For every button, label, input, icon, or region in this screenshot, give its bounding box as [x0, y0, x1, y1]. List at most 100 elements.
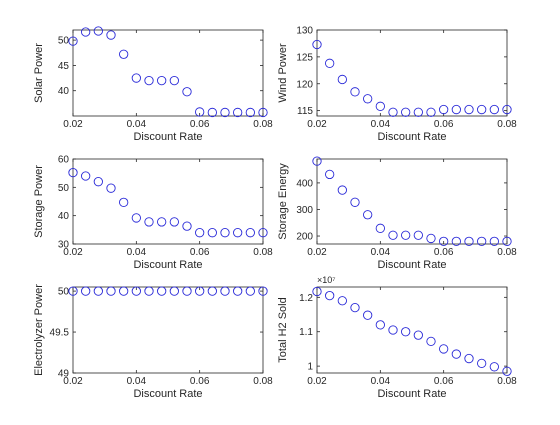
data-point	[245, 228, 255, 238]
x-tick-label: 0.08	[497, 247, 517, 258]
data-point	[375, 101, 385, 111]
data-point	[439, 104, 449, 115]
x-axis-label: Discount Rate	[377, 131, 446, 143]
data-point	[502, 366, 512, 376]
x-tick-label: 0.04	[127, 247, 147, 258]
data-point	[439, 236, 449, 246]
data-point	[477, 358, 487, 369]
y-axis-label: Solar Power	[33, 43, 45, 103]
data-point	[451, 236, 461, 246]
data-point	[388, 230, 398, 240]
data-point	[182, 87, 192, 97]
data-point	[401, 230, 411, 240]
data-point	[350, 87, 360, 97]
data-point	[119, 197, 129, 208]
data-point	[81, 27, 91, 37]
x-axis-label: Discount Rate	[133, 388, 202, 400]
y-tick-label: 40	[58, 211, 70, 222]
y-tick-label: 50	[58, 183, 70, 194]
axes-box	[72, 286, 264, 374]
y-tick-label: 400	[296, 178, 313, 189]
y-tick-label: 1.1	[299, 327, 313, 338]
data-point	[93, 26, 103, 36]
data-point	[119, 49, 129, 59]
data-point	[131, 213, 141, 223]
x-tick-label: 0.06	[190, 247, 210, 258]
x-tick-label: 0.02	[63, 376, 83, 387]
axes-box	[316, 29, 508, 117]
data-point	[312, 286, 322, 297]
data-point	[207, 228, 217, 238]
data-point	[489, 104, 499, 115]
data-point	[489, 362, 499, 372]
data-point	[68, 167, 78, 178]
data-point	[312, 156, 322, 166]
subplot-4: 0.02 0.04 0.06 0.08 200 300 400 Discount Rate St…	[277, 156, 517, 271]
data-point	[477, 236, 487, 246]
y-tick-label: 200	[296, 232, 313, 243]
data-point	[93, 286, 103, 296]
data-point	[426, 107, 436, 117]
y-tick-label: 40	[58, 86, 70, 97]
data-point	[106, 286, 116, 296]
x-tick-label: 0.02	[63, 247, 83, 258]
data-point	[426, 233, 436, 244]
data-point	[182, 221, 192, 231]
data-point	[106, 30, 116, 40]
y-axis-label: Storage Power	[33, 165, 45, 238]
data-point	[375, 320, 385, 330]
data-point	[106, 183, 116, 193]
data-point	[144, 75, 154, 86]
data-point	[350, 197, 360, 207]
y-tick-label: 49	[58, 369, 70, 380]
axes-box	[72, 29, 264, 117]
x-tick-label: 0.06	[190, 119, 210, 130]
data-point	[350, 302, 360, 313]
data-point	[195, 228, 205, 238]
x-tick-label: 0.06	[434, 247, 454, 258]
data-point	[401, 327, 411, 337]
x-axis-label: Discount Rate	[133, 131, 202, 143]
data-point	[220, 107, 230, 118]
subplot-1: 0.02 0.04 0.06 0.08 40 45 50 Discount Rate Solar…	[33, 26, 273, 143]
x-tick-label: 0.02	[307, 247, 327, 258]
data-point	[258, 286, 268, 296]
x-tick-label: 0.06	[434, 119, 454, 130]
data-point	[81, 171, 91, 181]
x-tick-label: 0.06	[434, 376, 454, 387]
data-point	[502, 104, 512, 115]
y-tick-label: 300	[296, 205, 313, 216]
data-point	[169, 286, 179, 296]
data-point	[131, 286, 141, 296]
data-point	[439, 344, 449, 354]
x-tick-label: 0.04	[371, 376, 391, 387]
data-point	[119, 286, 129, 296]
data-point	[337, 296, 347, 306]
data-point	[464, 236, 474, 246]
x-tick-label: 0.02	[63, 119, 83, 130]
x-tick-label: 0.08	[497, 376, 517, 387]
y-tick-label: 1	[307, 362, 313, 373]
data-point	[363, 310, 373, 320]
data-point	[157, 75, 167, 86]
x-tick-label: 0.04	[127, 119, 147, 130]
axes-box	[316, 158, 508, 245]
data-point	[363, 94, 373, 104]
data-point	[363, 210, 373, 220]
x-tick-label: 0.02	[307, 376, 327, 387]
y-tick-label: 115	[297, 106, 313, 117]
y-tick-label: 50	[58, 287, 70, 298]
data-point	[182, 286, 192, 296]
x-tick-label: 0.04	[371, 119, 391, 130]
y-exponent-label: ×10⁷	[317, 275, 336, 285]
data-point	[451, 104, 461, 115]
data-point	[375, 223, 385, 233]
data-point	[144, 217, 154, 227]
data-point	[220, 228, 230, 238]
data-point	[207, 107, 217, 118]
data-point	[157, 217, 167, 227]
y-tick-label: 49.5	[50, 328, 70, 339]
subplot-5: 0.02 0.04 0.06 0.08 49 49.5 50 Discount Rate Ele…	[33, 284, 273, 400]
data-point	[325, 58, 335, 68]
